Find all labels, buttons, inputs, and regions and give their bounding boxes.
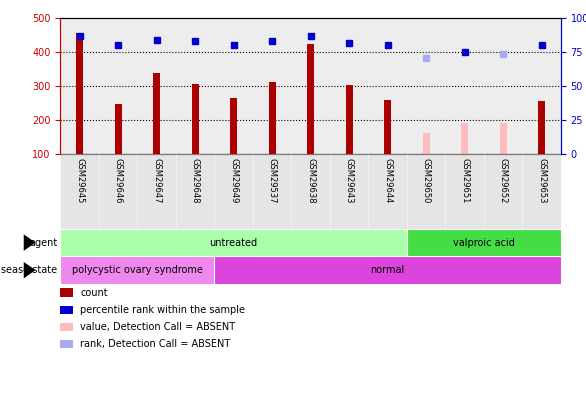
Bar [176,154,214,229]
Text: GSM29643: GSM29643 [345,158,353,203]
Text: GSM29653: GSM29653 [537,158,546,203]
Bar [330,154,369,229]
Bar [291,18,330,154]
Bar [60,323,73,331]
Bar [253,18,291,154]
Bar [192,84,199,154]
Bar [330,18,369,154]
Bar [445,154,484,229]
Bar [307,44,314,154]
Bar [423,132,430,154]
Bar [407,18,445,154]
Bar [60,154,99,229]
Text: count: count [80,288,108,298]
Bar [346,85,353,154]
Bar [522,154,561,229]
Bar [291,154,330,229]
Bar [99,18,137,154]
Polygon shape [23,234,36,251]
Bar [60,18,99,154]
Bar [137,18,176,154]
Text: GSM29649: GSM29649 [229,158,238,203]
Text: GSM29638: GSM29638 [306,158,315,203]
Text: agent: agent [29,238,57,247]
Bar [76,34,83,154]
Bar [60,306,73,314]
Text: GSM29537: GSM29537 [268,158,277,203]
Bar [445,18,484,154]
Text: disease state: disease state [0,265,57,275]
Bar [214,18,253,154]
Bar [214,154,253,229]
Bar [500,123,506,154]
Text: value, Detection Call = ABSENT: value, Detection Call = ABSENT [80,322,236,332]
Bar [369,154,407,229]
Bar [407,229,561,256]
Text: rank, Detection Call = ABSENT: rank, Detection Call = ABSENT [80,339,231,349]
Bar [60,288,73,296]
Bar [60,256,214,284]
Bar [384,100,391,154]
Polygon shape [23,262,36,278]
Text: valproic acid: valproic acid [453,238,515,247]
Bar [253,154,291,229]
Text: GSM29652: GSM29652 [499,158,507,203]
Bar [115,104,121,154]
Text: polycystic ovary syndrome: polycystic ovary syndrome [72,265,203,275]
Bar [268,82,275,154]
Text: GSM29650: GSM29650 [421,158,431,203]
Text: GSM29651: GSM29651 [460,158,469,203]
Bar [369,18,407,154]
Bar [522,18,561,154]
Bar [230,98,237,154]
Bar [461,123,468,154]
Bar [176,18,214,154]
Text: GSM29644: GSM29644 [383,158,392,203]
Text: GSM29645: GSM29645 [75,158,84,203]
Bar [153,73,160,154]
Bar [60,340,73,348]
Bar [60,229,407,256]
Bar [214,256,561,284]
Text: GSM29646: GSM29646 [114,158,122,203]
Bar [99,154,137,229]
Text: percentile rank within the sample: percentile rank within the sample [80,305,246,315]
Text: GSM29647: GSM29647 [152,158,161,203]
Bar [484,154,522,229]
Text: GSM29648: GSM29648 [190,158,200,203]
Bar [484,18,522,154]
Bar [137,154,176,229]
Text: untreated: untreated [210,238,258,247]
Bar [407,154,445,229]
Bar [538,101,545,154]
Text: normal: normal [370,265,405,275]
